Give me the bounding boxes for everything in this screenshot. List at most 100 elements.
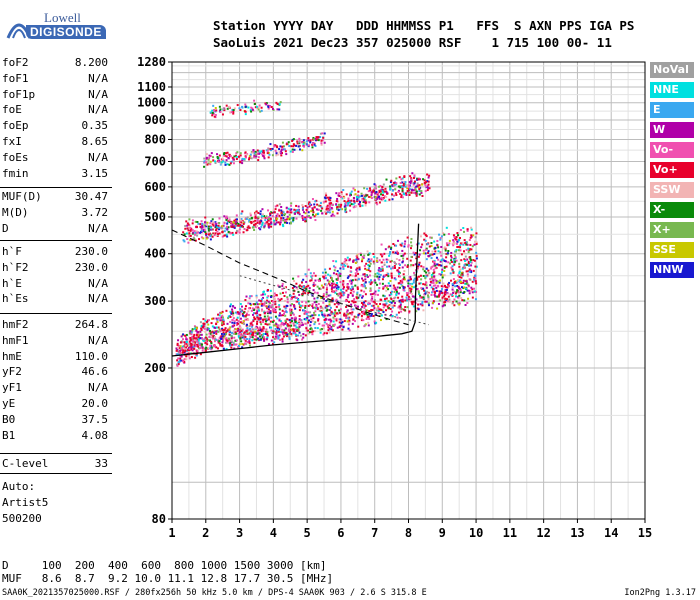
echo-point (389, 247, 392, 250)
echo-point (313, 306, 316, 309)
echo-point (179, 357, 182, 360)
echo-point (191, 229, 194, 232)
echo-point (357, 325, 360, 328)
echo-point (348, 279, 351, 282)
echo-point (231, 319, 234, 322)
echo-point (311, 142, 314, 145)
echo-point (297, 145, 300, 148)
echo-point (188, 232, 191, 235)
echo-point (325, 205, 328, 208)
x-tick-label: 10 (469, 526, 483, 540)
echo-point (288, 218, 291, 221)
echo-point (463, 239, 466, 242)
echo-point (413, 271, 416, 274)
echo-point (393, 297, 396, 300)
echo-point (473, 243, 476, 246)
echo-point (298, 213, 301, 216)
echo-point (312, 272, 315, 275)
echo-point (266, 315, 269, 318)
echo-point (217, 313, 220, 316)
echo-point (241, 314, 244, 317)
echo-point (185, 349, 188, 352)
echo-point (304, 273, 307, 276)
echo-point (415, 243, 418, 246)
echo-point (319, 328, 322, 331)
echo-point (238, 224, 241, 227)
echo-point (445, 256, 448, 259)
echo-point (292, 330, 295, 333)
echo-point (320, 284, 323, 287)
echo-point (273, 219, 276, 222)
echo-point (189, 339, 192, 342)
echo-point (454, 256, 457, 259)
echo-point (222, 224, 225, 227)
echo-point (283, 286, 286, 289)
echo-point (258, 299, 261, 302)
echo-point (468, 292, 471, 295)
echo-point (322, 301, 325, 304)
echo-point (271, 320, 274, 323)
echo-point (382, 189, 385, 192)
echo-point (360, 289, 363, 292)
echo-point (252, 313, 255, 316)
echo-point (418, 186, 421, 189)
echo-point (349, 274, 352, 277)
param-fof1p: foF1p N/A (2, 88, 108, 102)
echo-point (466, 275, 469, 278)
echo-point (351, 285, 354, 288)
echo-point (416, 277, 419, 280)
echo-point (311, 305, 314, 308)
echo-point (179, 345, 182, 348)
echo-point (286, 210, 289, 213)
echo-point (421, 194, 424, 197)
echo-point (320, 139, 323, 142)
echo-point (352, 206, 355, 209)
echo-point (410, 244, 413, 247)
echo-point (289, 321, 292, 324)
echo-point (332, 316, 335, 319)
x-tick-label: 12 (536, 526, 550, 540)
echo-point (368, 187, 371, 190)
echo-point (204, 339, 207, 342)
echo-point (315, 136, 318, 139)
echo-point (333, 315, 336, 318)
echo-point (298, 293, 301, 296)
echo-point (384, 299, 387, 302)
echo-point (460, 242, 463, 245)
echo-point (225, 337, 228, 340)
echo-point (332, 272, 335, 275)
echo-point (313, 291, 316, 294)
echo-point (219, 108, 222, 111)
echo-point (186, 222, 189, 225)
echo-point (331, 329, 334, 332)
echo-point (191, 328, 194, 331)
echo-point (404, 240, 407, 243)
echo-point (350, 308, 353, 311)
echo-point (354, 304, 357, 307)
echo-point (221, 344, 224, 347)
echo-point (269, 143, 272, 146)
echo-point (349, 204, 352, 207)
echo-point (335, 278, 338, 281)
echo-point (372, 260, 375, 263)
echo-point (433, 252, 436, 255)
echo-point (430, 236, 433, 239)
echo-point (273, 292, 276, 295)
echo-point (262, 149, 265, 152)
echo-point (322, 294, 325, 297)
echo-point (286, 221, 289, 224)
echo-point (250, 309, 253, 312)
echo-point (246, 216, 249, 219)
echo-point (415, 257, 418, 260)
echo-point (371, 309, 374, 312)
echo-point (213, 330, 216, 333)
echo-point (341, 262, 344, 265)
echo-point (339, 318, 342, 321)
echo-point (197, 336, 200, 339)
echo-point (449, 272, 452, 275)
echo-point (236, 104, 239, 107)
echo-point (270, 225, 273, 228)
echo-point (337, 203, 340, 206)
echo-point (295, 204, 298, 207)
echo-point (250, 106, 253, 109)
